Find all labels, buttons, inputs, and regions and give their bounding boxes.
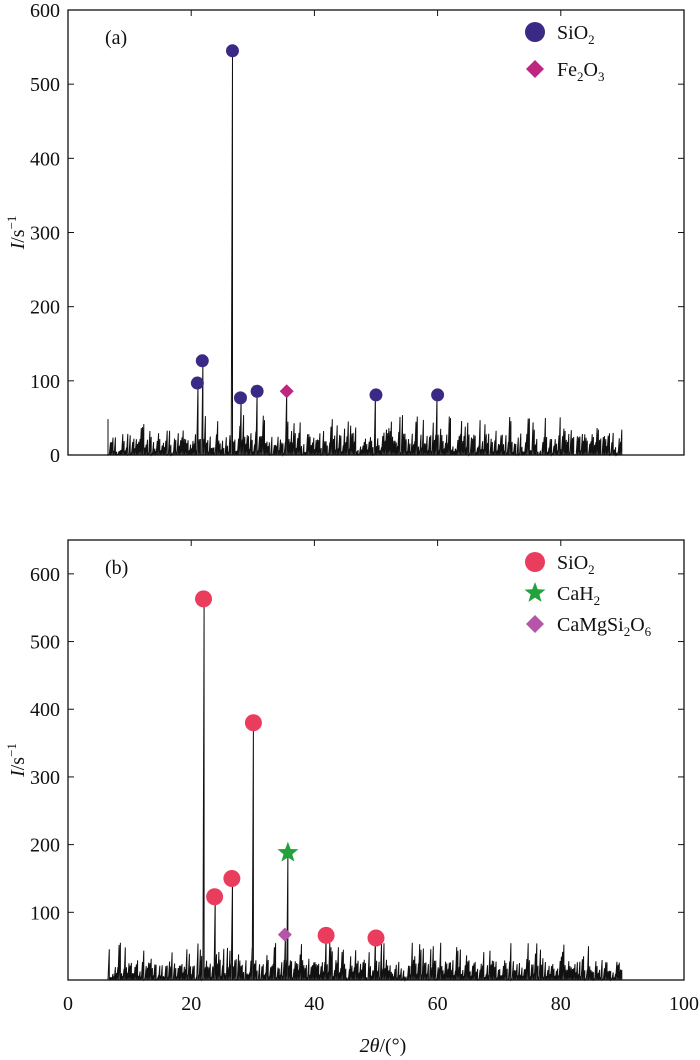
x-tick-label: 0 <box>63 993 73 1015</box>
y-tick-label: 200 <box>30 297 60 319</box>
x-axis-var: 2θ <box>360 1035 380 1057</box>
peak-marker-sio2 <box>244 714 262 732</box>
legend-marker <box>525 552 545 572</box>
y-tick-label: 400 <box>30 148 60 170</box>
peak-marker-cah2 <box>277 841 299 862</box>
legend-marker <box>525 22 545 42</box>
xrd-trace <box>107 598 623 982</box>
y-tick-label: 600 <box>30 0 60 22</box>
y-tick-label: 300 <box>30 767 60 789</box>
plot-frame <box>67 539 685 981</box>
peak-marker-sio2 <box>195 590 213 608</box>
legend-marker <box>524 582 546 602</box>
legend-label: SiO2 <box>557 22 595 47</box>
x-tick-label: 20 <box>181 993 201 1015</box>
peak-marker-sio2 <box>250 384 264 398</box>
peak-marker-sio2 <box>195 354 209 368</box>
y-tick-label: 0 <box>50 445 60 467</box>
y-tick-label: 500 <box>30 74 60 96</box>
y-tick-label: 300 <box>30 223 60 245</box>
x-tick-label: 60 <box>428 993 448 1015</box>
y-tick-label: 100 <box>30 371 60 393</box>
panel-label: (a) <box>105 27 127 49</box>
peak-marker-sio2 <box>367 929 385 947</box>
y-tick-label: 500 <box>30 632 60 654</box>
y-tick-label: 600 <box>30 564 60 586</box>
peak-marker-sio2 <box>317 926 335 944</box>
x-axis-unit: /(°) <box>379 1035 406 1057</box>
peak-marker-sio2 <box>223 869 241 887</box>
x-axis-title: 2θ/(°) <box>360 1035 407 1057</box>
peak-marker-camgsi2o6 <box>277 927 292 942</box>
y-axis-title: I/s−1 <box>4 743 29 778</box>
x-tick-label: 80 <box>551 993 571 1015</box>
peak-marker-sio2 <box>225 44 239 58</box>
xrd-trace <box>107 50 623 457</box>
y-axis-title: I/s−1 <box>4 216 29 251</box>
peak-marker-sio2 <box>233 391 247 405</box>
legend-label: SiO2 <box>557 552 595 577</box>
legend-label: CaH2 <box>557 583 600 608</box>
legend-marker <box>526 615 544 633</box>
x-tick-label: 40 <box>304 993 324 1015</box>
peak-marker-sio2 <box>369 388 383 402</box>
panel-b: 100 200 300 400 500 600 0 20 40 60 80 100 I/s−1 (b) Si… <box>4 539 699 1015</box>
y-tick-label: 100 <box>30 902 60 924</box>
peak-marker-sio2 <box>431 388 445 402</box>
y-tick-label: 200 <box>30 835 60 857</box>
peak-marker-fe2o3 <box>279 384 294 399</box>
panel-a: 0 100 200 300 400 500 600 I/s−1 (a) SiO2 Fe2O3 <box>4 0 685 467</box>
legend-label: CaMgSi2O6 <box>557 614 652 639</box>
x-tick-label: 100 <box>669 993 699 1015</box>
y-tick-label: 400 <box>30 699 60 721</box>
peak-marker-sio2 <box>190 376 204 390</box>
panel-label: (b) <box>105 557 128 579</box>
legend-marker <box>526 60 544 78</box>
peak-marker-sio2 <box>206 888 224 906</box>
legend-label: Fe2O3 <box>557 59 604 84</box>
